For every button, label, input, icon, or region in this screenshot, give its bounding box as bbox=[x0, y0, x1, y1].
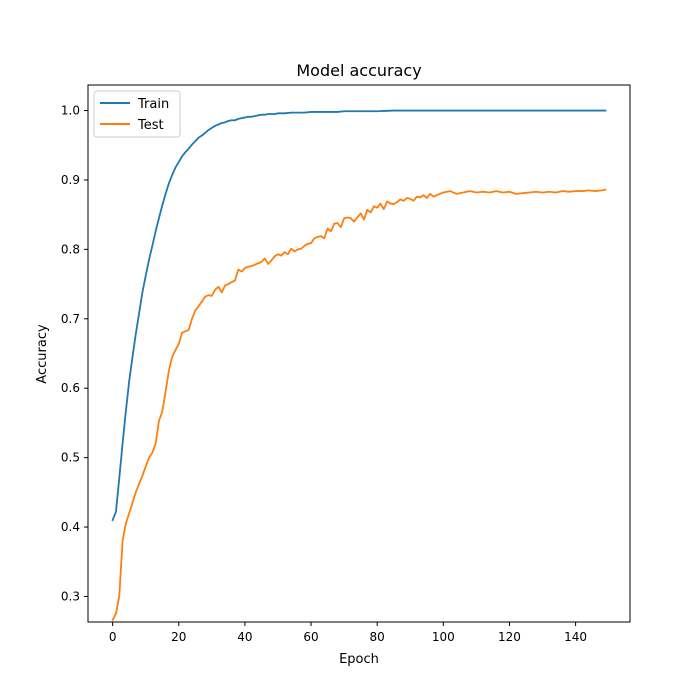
y-tick-label: 0.6 bbox=[61, 381, 80, 395]
x-tick-label: 20 bbox=[171, 630, 186, 644]
y-tick-label: 1.0 bbox=[61, 104, 80, 118]
y-tick-label: 0.9 bbox=[61, 173, 80, 187]
legend-label-train: Train bbox=[137, 97, 169, 112]
legend: Train Test bbox=[93, 90, 181, 138]
y-tick-label: 0.4 bbox=[61, 520, 80, 534]
y-tick-label: 0.3 bbox=[61, 589, 80, 603]
x-tick-label: 140 bbox=[564, 630, 587, 644]
series-line-train bbox=[111, 109, 607, 522]
series-line-test bbox=[111, 188, 607, 622]
y-tick-label: 0.7 bbox=[61, 312, 80, 326]
x-tick-label: 40 bbox=[237, 630, 252, 644]
chart-title: Model accuracy bbox=[296, 61, 421, 80]
x-tick-label: 60 bbox=[303, 630, 318, 644]
x-tick-label: 80 bbox=[370, 630, 385, 644]
y-tick-label: 0.8 bbox=[61, 242, 80, 256]
y-tick-label: 0.5 bbox=[61, 451, 80, 465]
x-tick-label: 100 bbox=[432, 630, 455, 644]
legend-label-test: Test bbox=[137, 118, 164, 133]
x-tick-label: 120 bbox=[498, 630, 521, 644]
y-axis-label: Accuracy bbox=[35, 324, 50, 384]
plot-area: 0 20 40 60 80 100 120 140 0.3 0.4 0.5 0.6 0.7 0.8 0.9 1… bbox=[61, 84, 631, 644]
x-axis-label: Epoch bbox=[339, 652, 379, 667]
x-tick-label: 0 bbox=[109, 630, 117, 644]
plot-frame bbox=[87, 84, 631, 623]
